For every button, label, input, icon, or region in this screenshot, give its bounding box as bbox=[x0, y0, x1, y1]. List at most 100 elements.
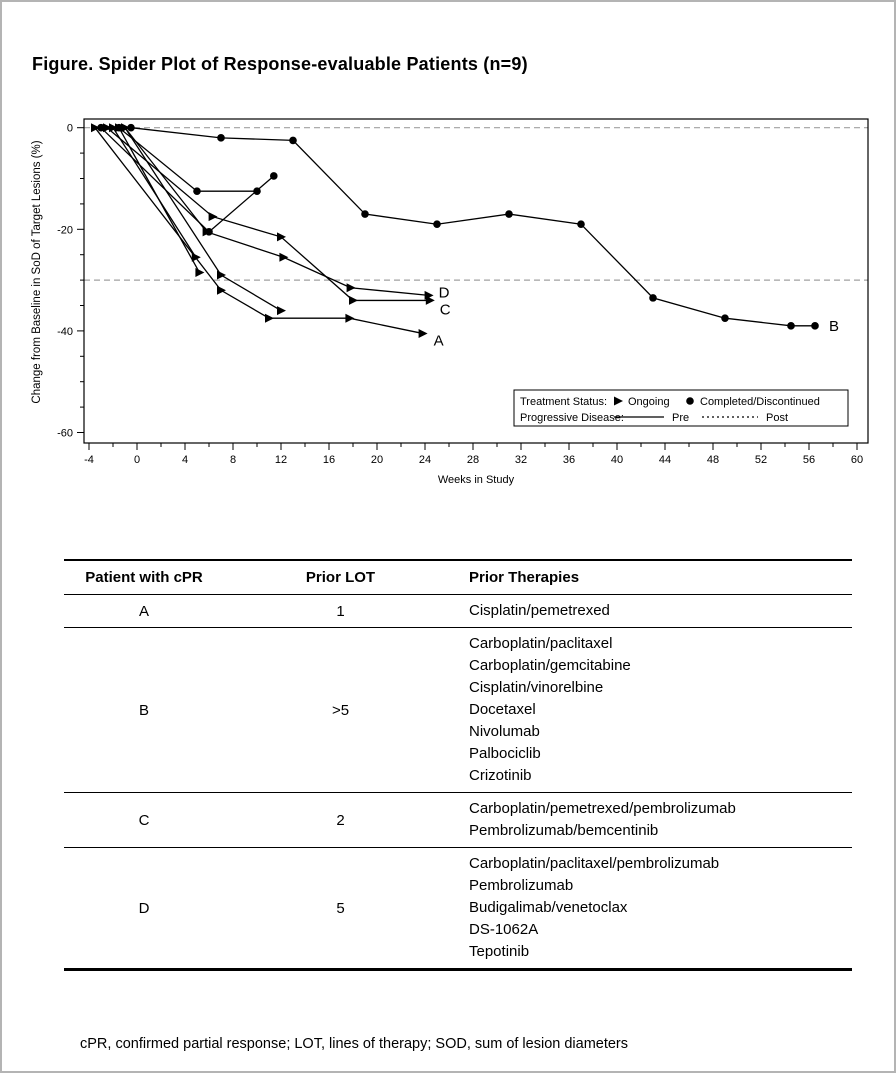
series-patient-6 bbox=[97, 123, 278, 236]
completed-marker-icon bbox=[505, 210, 513, 218]
x-axis-tick-label: 32 bbox=[515, 454, 527, 466]
series-patient-C bbox=[103, 123, 435, 305]
completed-marker-icon bbox=[217, 134, 225, 142]
x-axis-tick-label: 8 bbox=[230, 454, 236, 466]
x-axis-tick-label: 44 bbox=[659, 454, 671, 466]
ongoing-marker-icon bbox=[121, 123, 130, 133]
prior-lot-cell: 5 bbox=[336, 899, 345, 917]
y-axis-title: Change from Baseline in SoD of Target Le… bbox=[31, 140, 43, 403]
ongoing-marker-icon bbox=[109, 123, 118, 133]
completed-marker-icon bbox=[361, 210, 369, 218]
completed-marker-icon bbox=[811, 322, 819, 330]
series-line bbox=[130, 127, 815, 327]
completed-marker-icon bbox=[270, 172, 278, 180]
abbreviations-footnote: cPR, confirmed partial response; LOT, li… bbox=[80, 1036, 629, 1052]
patient-cell: C bbox=[138, 811, 150, 829]
x-axis-tick-label: 4 bbox=[182, 454, 188, 466]
series-line bbox=[118, 127, 257, 192]
therapy-line: Crizotinib bbox=[469, 767, 532, 784]
prior-therapies-table: Patient with cPR Prior LOT Prior Therapies… bbox=[64, 559, 852, 971]
x-axis-tick-label: 40 bbox=[611, 454, 623, 466]
completed-marker-icon bbox=[577, 220, 585, 229]
series-end-label: B bbox=[829, 318, 839, 335]
ongoing-marker-icon bbox=[217, 285, 226, 295]
series-patient-9 bbox=[115, 123, 205, 277]
header-prior-lot: Prior LOT bbox=[305, 569, 376, 586]
therapy-line: Docetaxel bbox=[469, 701, 536, 718]
series-line bbox=[118, 127, 200, 273]
therapy-line: Tepotinib bbox=[469, 943, 530, 960]
legend bbox=[513, 389, 849, 427]
ongoing-marker-icon bbox=[345, 313, 355, 323]
legend-completed-icon bbox=[686, 397, 694, 405]
x-axis-tick-label: 60 bbox=[851, 454, 863, 466]
therapy-line: Carboplatin/gemcitabine bbox=[469, 657, 631, 674]
x-axis-tick-label: 52 bbox=[755, 454, 767, 466]
y-axis-tick-label: -40 bbox=[57, 326, 73, 338]
legend-ongoing-label: Ongoing bbox=[628, 396, 670, 408]
series-end-label: D bbox=[439, 284, 450, 301]
legend-progressive-disease-label: Progressive Disease: bbox=[520, 412, 624, 424]
therapy-line: Nivolumab bbox=[469, 723, 540, 740]
series-line bbox=[124, 127, 282, 312]
plot-frame bbox=[83, 118, 869, 444]
therapy-line: Carboplatin/paclitaxel/pembrolizumab bbox=[469, 855, 720, 872]
x-axis-tick-label: 20 bbox=[371, 454, 383, 466]
y-axis-tick-label: 0 bbox=[67, 123, 73, 135]
series-end-label: A bbox=[434, 332, 444, 349]
series-patient-7 bbox=[121, 123, 286, 316]
table-row-patient-B: B >5 Carboplatin/paclitaxel Carboplatin/gem… bbox=[64, 628, 852, 793]
x-axis-tick-label: 36 bbox=[563, 454, 575, 466]
therapy-line: Pembrolizumab bbox=[469, 877, 574, 894]
ongoing-marker-icon bbox=[91, 123, 100, 133]
legend-ongoing-icon bbox=[614, 396, 623, 406]
therapy-line: Cisplatin/pemetrexed bbox=[469, 602, 610, 619]
ongoing-marker-icon bbox=[265, 313, 274, 323]
completed-marker-icon bbox=[649, 294, 657, 302]
table-header-row: Patient with cPR Prior LOT Prior Therapies bbox=[64, 561, 852, 595]
series-line bbox=[100, 127, 275, 233]
therapy-line: DS-1062A bbox=[469, 921, 539, 938]
completed-marker-icon bbox=[205, 228, 213, 236]
prior-lot-cell: >5 bbox=[331, 701, 350, 719]
ongoing-marker-icon bbox=[425, 295, 435, 305]
therapies-cell: Carboplatin/pemetrexed/pembrolizumab Pemb… bbox=[457, 798, 852, 842]
patient-cell: B bbox=[138, 701, 149, 719]
completed-marker-icon bbox=[787, 322, 795, 330]
completed-marker-icon bbox=[289, 136, 297, 145]
table-row-patient-A: A 1 Cisplatin/pemetrexed bbox=[64, 595, 852, 628]
series-line bbox=[106, 127, 430, 302]
x-axis-title: Weeks in Study bbox=[438, 474, 515, 486]
ongoing-marker-icon bbox=[115, 123, 124, 133]
legend-treatment-status-label: Treatment Status: bbox=[520, 396, 607, 408]
completed-marker-icon bbox=[433, 220, 441, 229]
ongoing-marker-icon bbox=[349, 295, 358, 305]
prior-lot-cell: 2 bbox=[336, 811, 345, 829]
ongoing-marker-icon bbox=[418, 328, 428, 338]
prior-lot-cell: 1 bbox=[336, 602, 345, 620]
ongoing-marker-icon bbox=[424, 290, 434, 300]
therapy-line: Pembrolizumab/bemcentinib bbox=[469, 822, 659, 839]
table-row-patient-D: D 5 Carboplatin/paclitaxel/pembrolizumab Pe… bbox=[64, 848, 852, 968]
completed-marker-icon bbox=[127, 123, 135, 132]
therapy-line: Budigalimab/venetoclax bbox=[469, 899, 628, 916]
ongoing-marker-icon bbox=[279, 252, 289, 262]
header-patient-with-cpr: Patient with cPR bbox=[85, 569, 203, 586]
x-axis-tick-label: 12 bbox=[275, 454, 287, 466]
x-axis-tick-label: 48 bbox=[707, 454, 719, 466]
therapy-line: Carboplatin/pemetrexed/pembrolizumab bbox=[469, 800, 736, 817]
therapy-line: Palbociclib bbox=[469, 745, 541, 762]
legend-pre-label: Pre bbox=[672, 412, 689, 424]
ongoing-marker-icon bbox=[208, 212, 218, 222]
x-axis-tick-label: 16 bbox=[323, 454, 335, 466]
table-row-patient-C: C 2 Carboplatin/pemetrexed/pembrolizumab Pe… bbox=[64, 793, 852, 848]
ongoing-marker-icon bbox=[277, 306, 286, 316]
series-patient-D bbox=[121, 123, 434, 300]
therapies-cell: Carboplatin/paclitaxel Carboplatin/gemcit… bbox=[457, 633, 852, 787]
completed-marker-icon bbox=[97, 123, 105, 132]
patient-cell: A bbox=[138, 602, 149, 620]
x-axis-tick-label: -4 bbox=[84, 454, 94, 466]
x-axis-tick-label: 28 bbox=[467, 454, 479, 466]
